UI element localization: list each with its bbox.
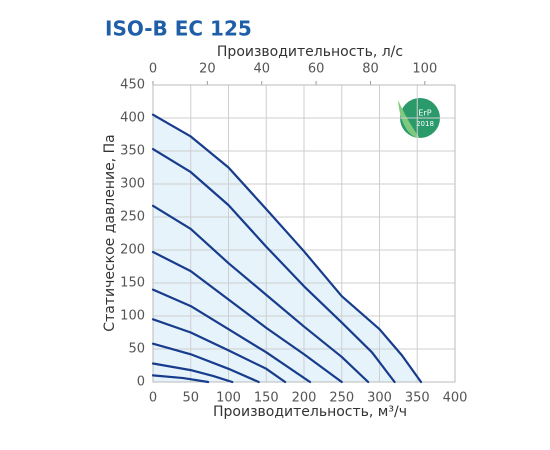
- y-tick-label: 300: [120, 177, 145, 192]
- y-tick-label: 50: [128, 342, 145, 357]
- x-tick-label: 250: [329, 391, 354, 406]
- fan-curve: [151, 147, 396, 384]
- y-tick-label: 350: [120, 144, 145, 159]
- x2-tick-label: 0: [149, 62, 157, 77]
- x-tick-label: 400: [443, 391, 468, 406]
- fan-curve: [151, 113, 423, 384]
- fan-curve: [151, 204, 370, 384]
- chart-title: ISO-B EC 125: [105, 17, 252, 41]
- fan-curve: [151, 250, 343, 384]
- x-tick-label: 350: [405, 391, 430, 406]
- plot-frame: [152, 84, 456, 383]
- x2-tick-label: 100: [412, 62, 437, 77]
- x-tick-label: 0: [149, 391, 157, 406]
- y-tick-label: 0: [137, 375, 145, 390]
- y-tick-label: 450: [120, 78, 145, 93]
- x2-tick-label: 20: [199, 62, 216, 77]
- x2-tick-label: 80: [362, 62, 379, 77]
- y-tick-label: 100: [120, 309, 145, 324]
- x2-tick-label: 40: [253, 62, 270, 77]
- operating-area: [153, 114, 422, 382]
- x-tick-label: 200: [292, 391, 317, 406]
- badge-label: ErP: [418, 109, 431, 118]
- fan-curve: [151, 342, 260, 384]
- fan-curve: [151, 374, 210, 384]
- x-tick-label: 50: [182, 391, 199, 406]
- y-tick-label: 250: [120, 210, 145, 225]
- fan-curve: [151, 288, 312, 384]
- x-tick-label: 150: [254, 391, 279, 406]
- y-tick-label: 400: [120, 111, 145, 126]
- x-tick-label: 300: [367, 391, 392, 406]
- y-axis-label: Статическое давление, Па: [102, 134, 118, 331]
- x2-axis-label: Производительность, л/с: [217, 44, 403, 60]
- x-axis-label: Производительность, м³/ч: [213, 404, 407, 420]
- x-tick-label: 100: [216, 391, 241, 406]
- fan-curve: [151, 318, 287, 384]
- fan-curve: [151, 362, 234, 384]
- y-tick-label: 200: [120, 243, 145, 258]
- x2-tick-label: 60: [308, 62, 325, 77]
- y-tick-label: 150: [120, 276, 145, 291]
- badge-year: 2018: [416, 120, 434, 128]
